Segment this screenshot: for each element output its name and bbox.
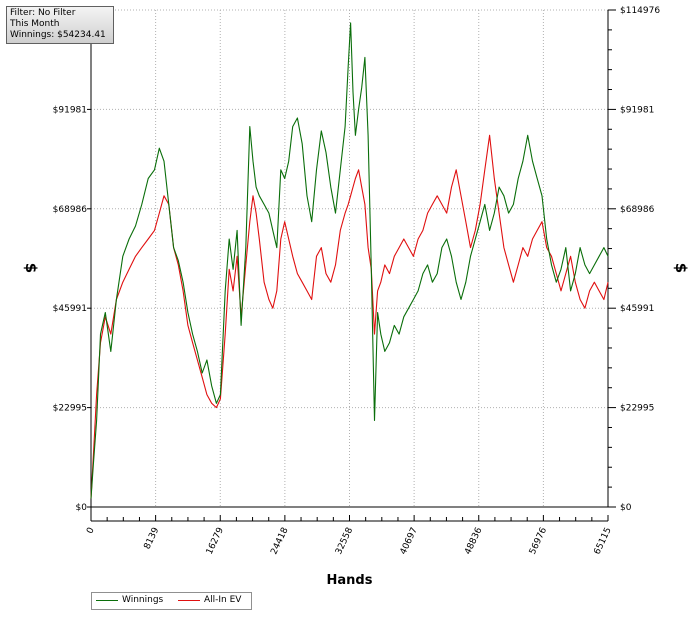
x-tick-label: 8139 [143,526,162,551]
series-line-winnings [90,22,609,499]
info-box: Filter: No Filter This Month Winnings: $… [6,6,114,44]
y-tick-label-right: $22995 [620,404,654,414]
x-tick-label: 0 [85,526,97,536]
x-tick-label: 65115 [593,526,614,556]
x-tick-label: 40697 [399,526,420,556]
y-axis-title-right: $ [672,263,690,273]
x-tick-label: 16279 [205,526,226,556]
y-tick-label-left: $22995 [53,404,87,414]
x-axis-title: Hands [327,573,373,588]
series-layer [90,22,609,499]
legend: Winnings All-In EV [91,592,252,610]
legend-label-allin-ev: All-In EV [204,595,242,605]
y-tick-label-right: $45991 [620,304,654,314]
y-tick-label-right: $68986 [620,205,655,215]
ticks [87,9,616,522]
y-tick-label-left: $91981 [53,105,87,115]
y-tick-label-left: $68986 [53,205,88,215]
legend-label-winnings: Winnings [122,595,164,605]
y-tick-label-left: $45991 [53,304,87,314]
x-tick-label: 32558 [334,526,355,556]
series-line-allin-ev [90,134,609,499]
legend-swatch-allin-ev [178,600,200,601]
y-tick-label-right: $91981 [620,105,654,115]
y-axis-title-left: $ [22,263,40,273]
period-text: This Month [10,19,60,29]
grid [91,9,608,508]
x-tick-label: 24418 [269,526,290,556]
x-tick-label: 48836 [463,526,484,556]
y-tick-label-left: $0 [76,503,88,513]
y-tick-label-right: $114976 [620,6,660,16]
axis-labels: $0 $0 $22995 $22995 $45991 $45991 $68986 $68986… [22,6,690,588]
legend-swatch-winnings [96,600,118,601]
winnings-text: Winnings: $54234.41 [10,30,106,40]
y-tick-label-right: $0 [620,503,632,513]
x-tick-label: 56976 [528,526,549,556]
filter-text: Filter: No Filter [10,8,76,18]
